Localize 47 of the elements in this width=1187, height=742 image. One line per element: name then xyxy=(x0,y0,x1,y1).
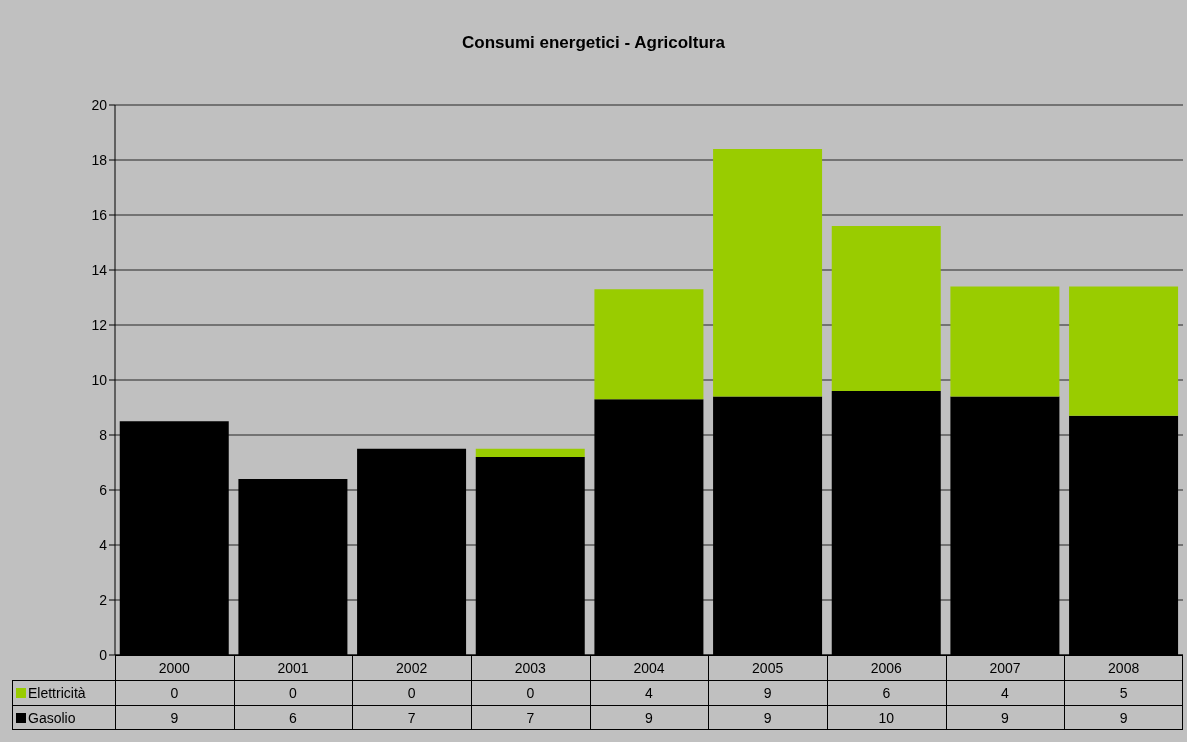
data-label: 0 xyxy=(169,685,180,701)
y-tick-label: 20 xyxy=(91,96,108,113)
data-label: 7 xyxy=(406,710,417,726)
y-tick-label: 8 xyxy=(99,426,108,443)
data-label: 0 xyxy=(288,685,298,701)
x-tick-label: 2003 xyxy=(514,659,547,676)
x-tick-label: 2001 xyxy=(277,659,309,676)
y-tick-label: 12 xyxy=(91,316,108,333)
x-tick-label: 2007 xyxy=(989,659,1021,676)
x-tick-label: 2002 xyxy=(396,659,428,676)
data-label: 5 xyxy=(1118,685,1129,701)
x-tick-label: 2000 xyxy=(158,659,191,676)
data-label: 9 xyxy=(169,710,180,726)
legend-label: Elettricità xyxy=(28,685,86,701)
y-tick-label: 0 xyxy=(99,646,108,663)
data-label: 6 xyxy=(288,710,298,726)
y-tick-label: 10 xyxy=(91,371,108,388)
data-label: 6 xyxy=(881,685,892,701)
x-tick-label: 2004 xyxy=(633,659,665,676)
x-tick-label: 2006 xyxy=(870,659,903,676)
y-tick-label: 2 xyxy=(99,591,108,608)
chart-title: Consumi energetici - Agricoltura xyxy=(461,33,726,53)
y-tick-label: 18 xyxy=(91,151,108,168)
bar xyxy=(475,448,585,457)
data-label: 7 xyxy=(525,710,536,726)
y-tick-label: 14 xyxy=(91,261,108,278)
data-label: 9 xyxy=(1118,710,1129,726)
bar xyxy=(831,226,941,391)
y-tick-label: 4 xyxy=(99,536,108,553)
bar xyxy=(713,149,823,397)
data-label: 0 xyxy=(406,685,417,701)
data-label: 9 xyxy=(762,685,773,701)
bar xyxy=(950,286,1060,397)
data-label: 4 xyxy=(644,685,654,701)
x-tick-label: 2008 xyxy=(1108,659,1140,676)
x-tick-label: 2005 xyxy=(752,659,784,676)
y-tick-label: 16 xyxy=(91,206,108,223)
data-label: 9 xyxy=(1000,710,1010,726)
data-label: 0 xyxy=(525,685,536,701)
data-label: 9 xyxy=(644,710,654,726)
data-label: 10 xyxy=(877,710,896,726)
bar xyxy=(1069,286,1179,416)
legend-label: Gasolio xyxy=(28,710,76,726)
data-label: 9 xyxy=(762,710,773,726)
y-tick-label: 6 xyxy=(99,481,108,498)
bar xyxy=(594,289,704,400)
data-label: 4 xyxy=(1000,685,1010,701)
